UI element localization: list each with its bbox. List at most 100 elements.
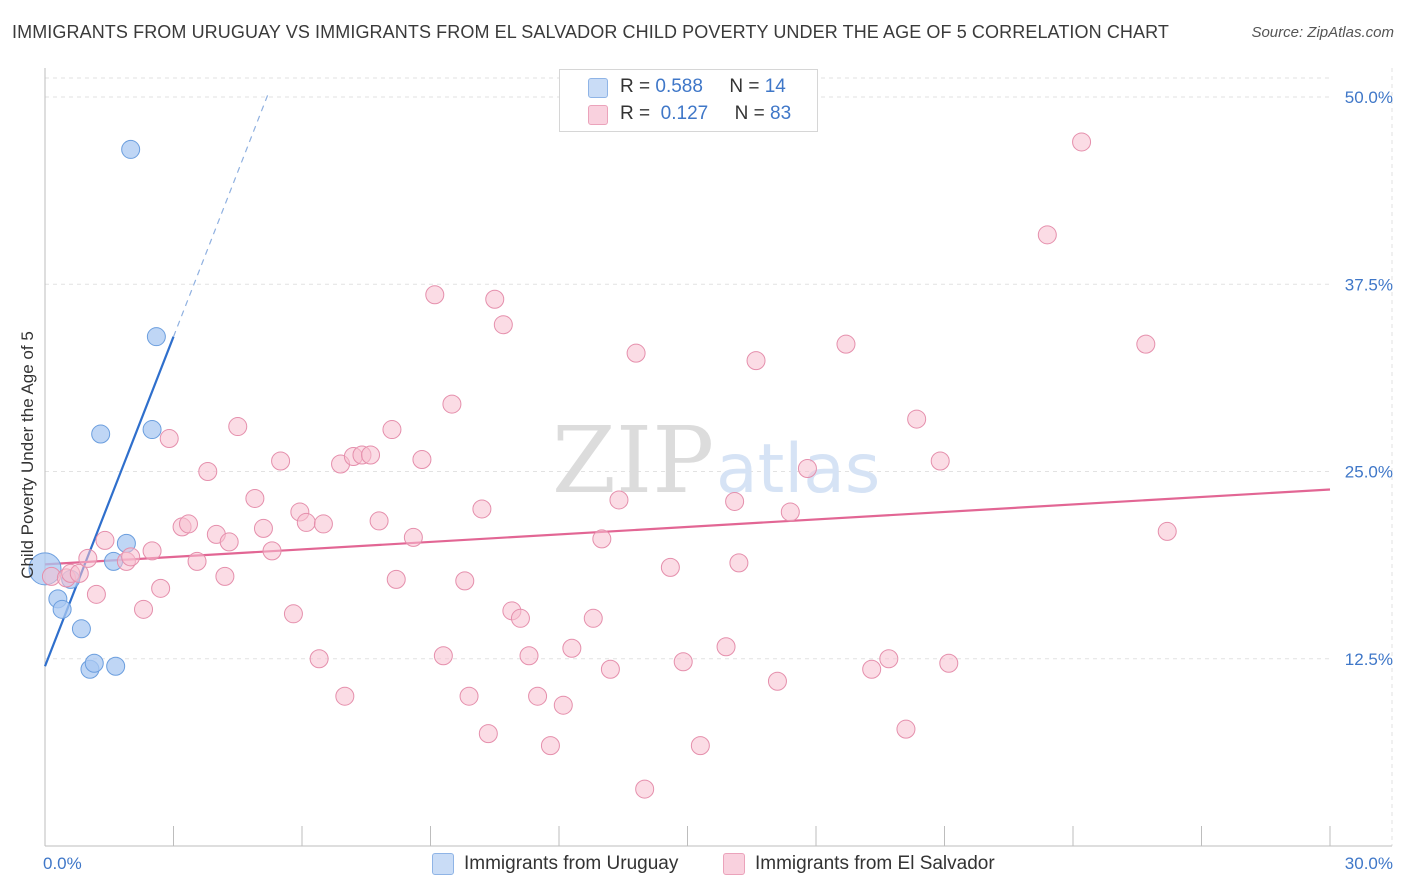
point-el-salvador-46 [478,724,498,744]
legend-n-label: N = [734,103,765,124]
point-el-salvador-8 [121,547,141,567]
point-el-salvador-62 [660,557,680,577]
point-el-salvador-10 [142,541,162,561]
bottom-legend-label-el-salvador: Immigrants from El Salvador [755,853,995,874]
point-el-salvador-45 [472,499,492,519]
axes [44,68,1392,847]
point-el-salvador-67 [729,553,749,573]
point-el-salvador-70 [780,502,800,522]
point-el-salvador-51 [519,646,539,666]
point-el-salvador-39 [412,450,432,470]
point-el-salvador-28 [309,649,329,669]
trend-line-el-salvador [44,488,1331,566]
point-uruguay-12 [142,420,162,440]
legend-n-value: 83 [770,103,792,124]
point-el-salvador-60 [626,343,646,363]
legend-n-label: N = [729,76,760,97]
point-el-salvador-79 [1037,225,1057,245]
point-el-salvador-48 [493,315,513,335]
point-el-salvador-18 [215,566,235,586]
chart-source: Source: ZipAtlas.com [1251,24,1394,41]
bottom-legend: Immigrants from Uruguay Immigrants from … [0,852,1406,878]
point-el-salvador-6 [95,530,115,550]
legend-r-value: 0.127 [660,103,709,124]
point-el-salvador-56 [583,608,603,628]
point-el-salvador-20 [228,417,248,437]
point-el-salvador-61 [635,779,655,799]
point-el-salvador-44 [459,686,479,706]
point-el-salvador-57 [592,529,612,549]
point-el-salvador-73 [862,659,882,679]
point-el-salvador-3 [69,563,89,583]
point-el-salvador-41 [433,646,453,666]
point-el-salvador-31 [335,686,355,706]
point-el-salvador-68 [746,351,766,371]
bottom-legend-swatch-el-salvador [723,853,745,875]
x-tick-label-min: 0.0% [43,854,82,873]
point-el-salvador-34 [361,445,381,465]
chart-title: IMMIGRANTS FROM URUGUAY VS IMMIGRANTS FR… [12,22,1169,42]
point-el-salvador-55 [562,638,582,658]
point-el-salvador-14 [178,514,198,534]
point-el-salvador-65 [716,637,736,657]
point-el-salvador-37 [386,569,406,589]
trend-lines [43,94,1331,667]
point-el-salvador-69 [767,671,787,691]
point-uruguay-9 [106,656,126,676]
y-tick-label-0: 12.5% [1345,650,1393,669]
point-el-salvador-71 [797,459,817,479]
point-el-salvador-63 [673,652,693,672]
point-uruguay-11 [121,139,141,159]
point-el-salvador-72 [836,334,856,354]
tick-labels: 12.5% 25.0% 37.5% 50.0% 0.0% 30.0% [43,88,1393,873]
point-uruguay-2 [52,599,72,619]
data-points [28,132,1177,799]
x-tick-label-max: 30.0% [1345,854,1393,873]
point-el-salvador-80 [1072,132,1092,152]
trend-line-extension-uruguay [172,94,269,337]
watermark: ZIP atlas [552,407,880,514]
legend: R = 0.588 N = 14 R = 0.127 N = 83 [559,69,818,132]
point-el-salvador-9 [134,599,154,619]
legend-r-label: R = [620,76,651,97]
point-el-salvador-5 [86,584,106,604]
legend-n-value: 14 [764,76,786,97]
point-el-salvador-25 [283,604,303,624]
point-el-salvador-75 [896,719,916,739]
point-el-salvador-50 [510,608,530,628]
y-axis-title: Child Poverty Under the Age of 5 [18,331,37,579]
point-el-salvador-35 [369,511,389,531]
point-el-salvador-29 [313,514,333,534]
point-el-salvador-40 [425,285,445,305]
point-el-salvador-11 [151,578,171,598]
y-tick-label-3: 50.0% [1345,88,1393,107]
watermark-zip: ZIP [552,407,714,514]
point-uruguay-4 [71,619,91,639]
bottom-legend-swatch-uruguay [432,853,454,875]
point-el-salvador-76 [907,409,927,429]
point-uruguay-7 [91,424,111,444]
point-el-salvador-27 [296,512,316,532]
bottom-legend-label-uruguay: Immigrants from Uruguay [464,853,679,874]
legend-stats-el-salvador: R = 0.127 N = 83 [620,103,791,125]
y-tick-label-2: 37.5% [1345,275,1393,294]
point-el-salvador-54 [553,695,573,715]
legend-swatch-el-salvador [588,105,608,125]
point-el-salvador-47 [485,289,505,309]
legend-swatch-uruguay [588,78,608,98]
point-el-salvador-23 [262,541,282,561]
point-el-salvador-21 [245,488,265,508]
point-el-salvador-19 [219,532,239,552]
legend-r-value: 0.588 [655,76,703,97]
point-el-salvador-43 [455,571,475,591]
point-el-salvador-36 [382,420,402,440]
point-uruguay-6 [84,653,104,673]
point-el-salvador-64 [690,736,710,756]
point-el-salvador-24 [271,451,291,471]
point-el-salvador-4 [78,548,98,568]
point-el-salvador-81 [1136,334,1156,354]
point-el-salvador-78 [939,653,959,673]
point-el-salvador-42 [442,394,462,414]
point-el-salvador-58 [600,659,620,679]
